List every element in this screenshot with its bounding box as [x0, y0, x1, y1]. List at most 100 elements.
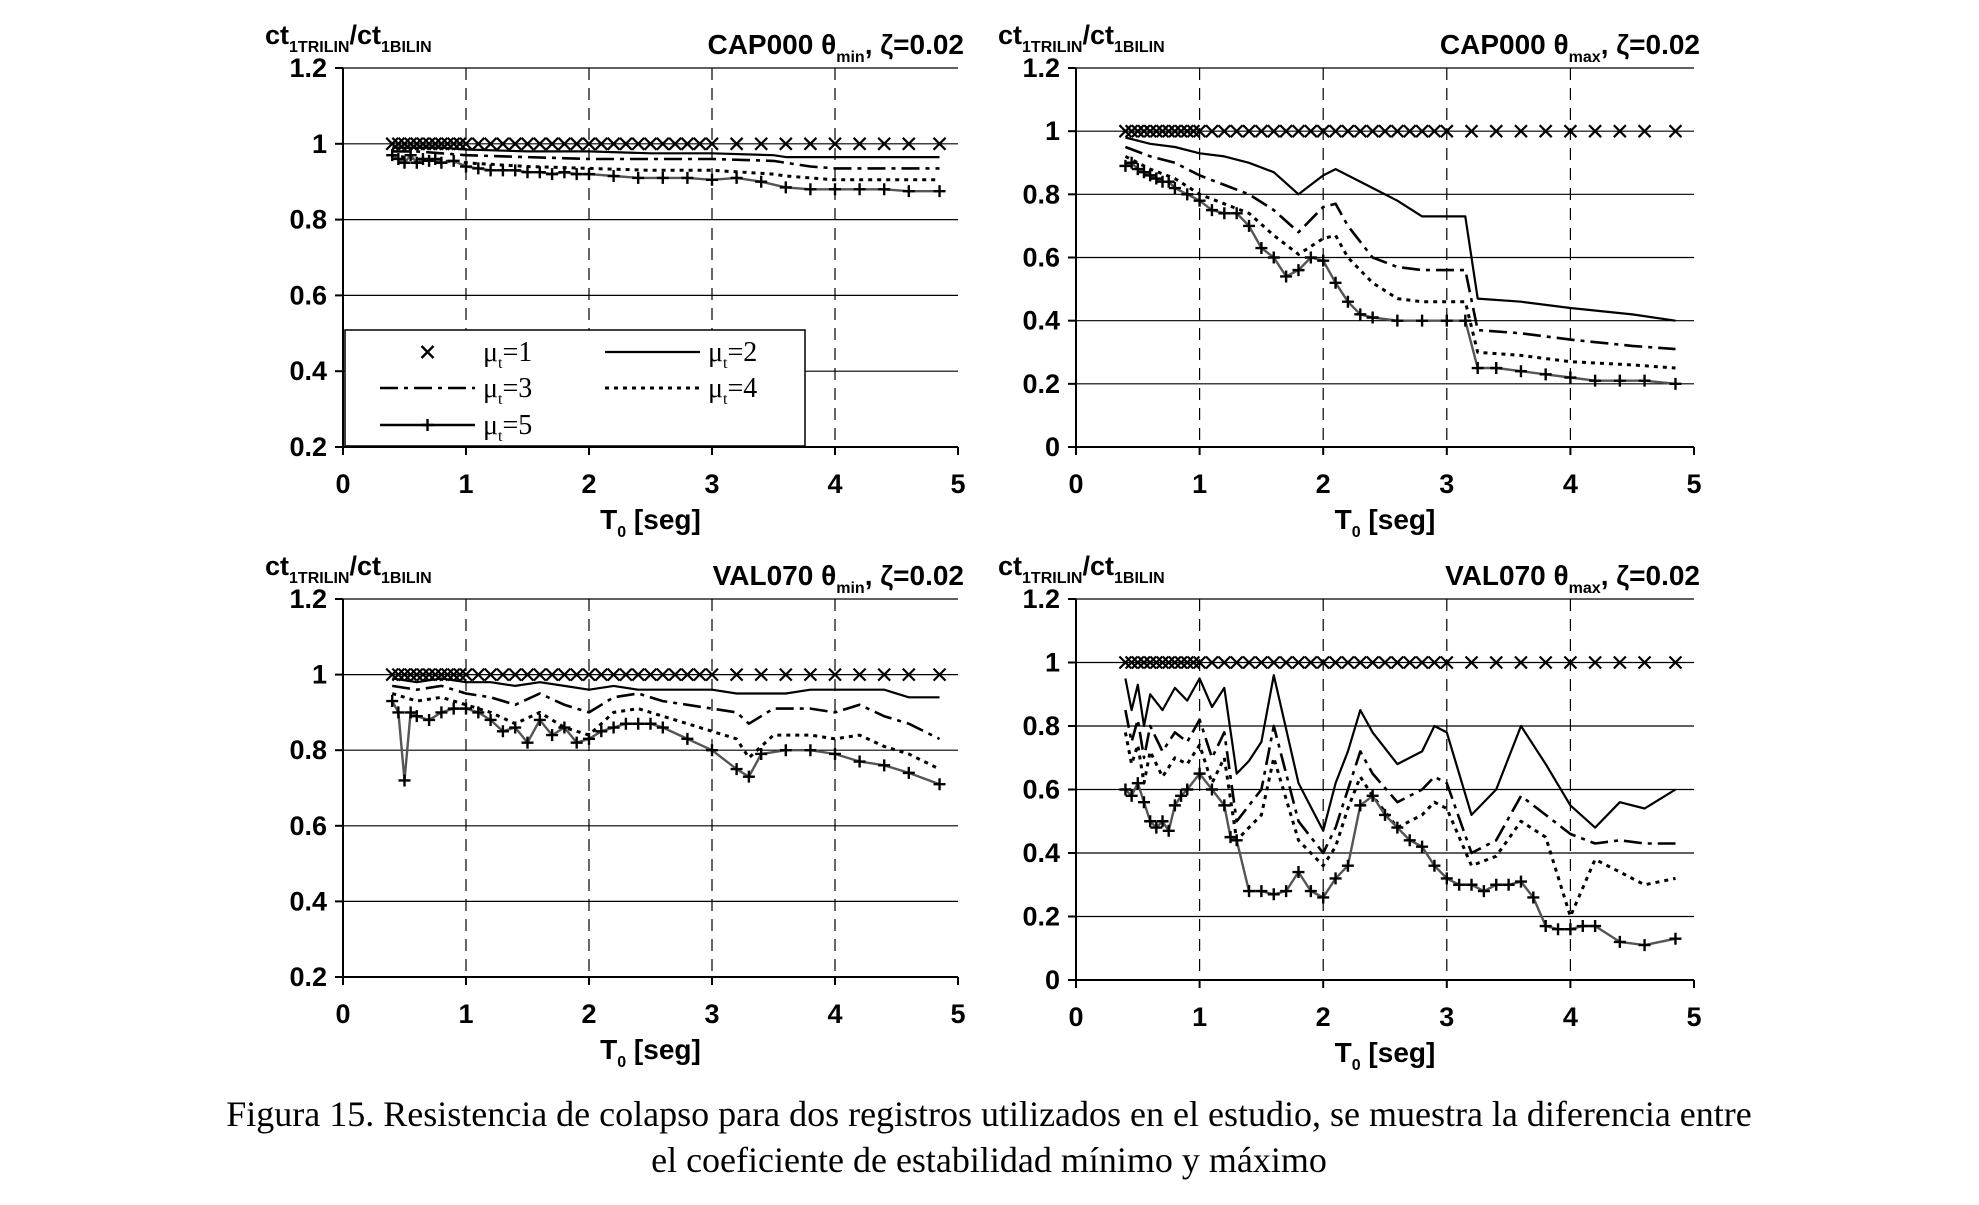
figure-caption-line2: el coeficiente de estabilidad mínimo y m… [651, 1140, 1327, 1180]
series-mu-5 [1119, 767, 1682, 952]
y-tick-label: 0.8 [1022, 179, 1060, 209]
data-point [606, 137, 621, 151]
data-point [1390, 124, 1405, 138]
data-point [1131, 777, 1144, 790]
data-point [496, 137, 510, 151]
data-point [1124, 124, 1139, 138]
y-tick-label: 0.4 [1022, 306, 1060, 336]
data-point [1155, 655, 1170, 670]
data-point [533, 166, 546, 179]
data-point [828, 667, 842, 682]
y-axis-label: ct1TRILIN/ct1BILIN [998, 551, 1165, 587]
data-point [1242, 124, 1256, 138]
data-point [1180, 124, 1195, 138]
series-line [391, 692, 941, 771]
legend: μt=1 μt=2 μt=3 μt=4 μt=5 [344, 329, 806, 447]
data-point [1316, 124, 1330, 138]
data-point [1291, 655, 1306, 670]
y-tick-label: 1 [312, 660, 327, 690]
y-axis-label: ct1TRILIN/ct1BILIN [998, 20, 1165, 56]
data-point [1514, 655, 1528, 670]
data-point [471, 137, 486, 151]
y-tick-label: 0.4 [289, 356, 327, 386]
data-point [1538, 655, 1553, 670]
data-point [1292, 264, 1305, 277]
data-point [1304, 885, 1317, 898]
data-point [533, 667, 547, 682]
data-point [1329, 276, 1342, 289]
series-mu-3 [392, 150, 940, 170]
data-point [1174, 124, 1188, 138]
data-point [429, 152, 442, 165]
data-point [1254, 124, 1269, 138]
series-line [1123, 732, 1676, 918]
data-point [632, 717, 645, 730]
panel-title: VAL070 θmax, ζ=0.02 [1445, 560, 1700, 597]
y-tick-label: 0 [1045, 432, 1060, 462]
data-point [1292, 866, 1305, 879]
x-tick-label: 0 [335, 469, 350, 499]
data-point [1453, 878, 1466, 891]
x-tick-label: 1 [458, 469, 473, 499]
data-point [1243, 219, 1256, 232]
data-point [1266, 124, 1281, 138]
legend-entry-4: μt=4 [605, 373, 757, 408]
data-point [1440, 655, 1454, 670]
x-axis-label: T0 [seg] [600, 504, 701, 541]
x-tick-label: 0 [335, 999, 350, 1029]
data-point [1427, 655, 1442, 670]
panel-val070-theta-min: 0.2 0.4 0.6 0.8 1 1.2 0 1 2 3 4 5 T0 [seg] ct1TRILIN/… [265, 551, 966, 1071]
x-tick-label: 2 [1316, 469, 1331, 499]
data-point [933, 778, 946, 791]
data-point [692, 137, 707, 151]
data-point [508, 667, 522, 682]
data-point [1156, 815, 1169, 828]
data-point [643, 667, 658, 682]
data-point [607, 170, 620, 183]
data-point [878, 759, 891, 772]
data-point [558, 721, 571, 734]
data-point [1280, 885, 1293, 898]
x-tick-label: 5 [1686, 1002, 1701, 1032]
data-point [1415, 655, 1429, 670]
data-point [1637, 655, 1652, 670]
data-point [386, 695, 399, 708]
data-point [1205, 783, 1218, 796]
data-point [569, 137, 584, 151]
data-point [729, 667, 744, 682]
x-tick-label: 4 [1563, 1002, 1578, 1032]
data-point [1638, 939, 1651, 952]
data-point [557, 667, 572, 682]
legend-label: μt=3 [483, 373, 532, 408]
data-point [570, 168, 583, 181]
legend-entry-5: μt=5 [380, 410, 532, 445]
y-tick-label: 0.8 [289, 735, 327, 765]
data-point [1168, 799, 1181, 812]
data-point [423, 154, 436, 167]
data-point [447, 154, 460, 167]
data-point [1613, 374, 1626, 387]
panel-title: VAL070 θmin, ζ=0.02 [713, 560, 964, 597]
data-point [902, 766, 915, 779]
series-mu-5 [386, 149, 946, 198]
data-point [404, 149, 417, 162]
data-point [1440, 314, 1453, 327]
data-point [520, 667, 535, 682]
series-mu-4 [1124, 155, 1676, 370]
series-line [391, 153, 940, 193]
data-point [1304, 251, 1317, 264]
data-point [1137, 124, 1151, 138]
data-point [1267, 251, 1280, 264]
series-mu-3 [392, 684, 941, 741]
data-point [416, 667, 430, 682]
data-point [509, 721, 522, 734]
y-tick-label: 1 [1045, 648, 1060, 678]
data-point [1162, 175, 1175, 188]
data-point [1317, 254, 1330, 267]
data-point [1613, 935, 1626, 948]
data-point [619, 717, 632, 730]
data-point [1341, 859, 1354, 872]
data-point [656, 721, 669, 734]
data-point [706, 173, 718, 186]
